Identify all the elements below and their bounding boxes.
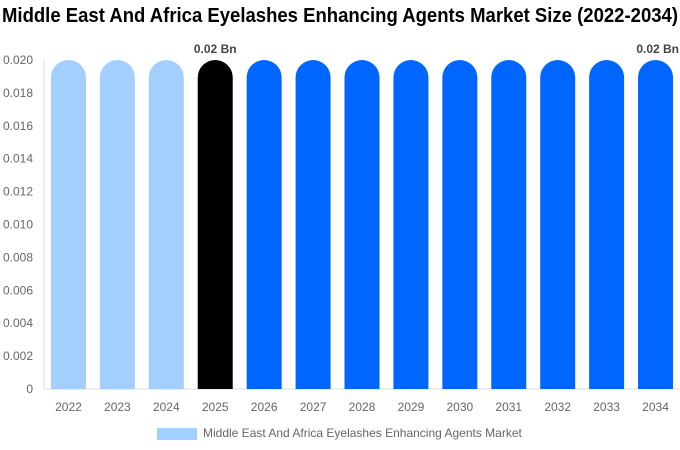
legend-swatch bbox=[157, 428, 197, 440]
legend-label: Middle East And Africa Eyelashes Enhanci… bbox=[203, 426, 523, 440]
x-tick-label: 2024 bbox=[153, 400, 180, 414]
bar-2029[interactable] bbox=[393, 59, 429, 389]
bar-2026[interactable] bbox=[246, 59, 282, 389]
bar-2024[interactable] bbox=[148, 59, 184, 389]
bar-2022[interactable] bbox=[50, 59, 86, 389]
y-tick-label: 0.020 bbox=[3, 53, 33, 67]
bar-2027[interactable] bbox=[295, 59, 331, 389]
x-axis: 2022 2023 2024 2025 2026 2027 2028 2029 2030 2031… bbox=[55, 400, 669, 414]
bar-2034[interactable] bbox=[638, 59, 674, 389]
x-tick-label: 2023 bbox=[104, 400, 131, 414]
y-tick-label: 0.002 bbox=[3, 349, 33, 363]
x-tick-label: 2028 bbox=[349, 400, 376, 414]
x-tick-label: 2025 bbox=[202, 400, 229, 414]
bars bbox=[50, 59, 674, 389]
legend[interactable]: Middle East And Africa Eyelashes Enhanci… bbox=[157, 426, 523, 440]
x-tick-label: 2033 bbox=[593, 400, 620, 414]
y-tick-label: 0.006 bbox=[3, 283, 33, 297]
y-axis: 0 0.002 0.004 0.006 0.008 0.010 0.012 0.014 0.01… bbox=[3, 53, 680, 396]
data-label-2034: 0.02 Bn bbox=[636, 42, 679, 56]
x-tick-label: 2027 bbox=[300, 400, 327, 414]
x-tick-label: 2032 bbox=[544, 400, 571, 414]
bar-2028[interactable] bbox=[344, 59, 380, 389]
x-tick-label: 2026 bbox=[251, 400, 278, 414]
y-tick-label: 0.016 bbox=[3, 119, 33, 133]
x-tick-label: 2029 bbox=[398, 400, 425, 414]
bar-2033[interactable] bbox=[589, 59, 625, 389]
bar-2030[interactable] bbox=[442, 59, 478, 389]
y-tick-label: 0.014 bbox=[3, 152, 33, 166]
bar-2025[interactable] bbox=[197, 59, 233, 389]
bar-2031[interactable] bbox=[491, 59, 527, 389]
y-tick-label: 0.004 bbox=[3, 316, 33, 330]
data-labels: 0.02 Bn 0.02 Bn bbox=[194, 42, 679, 56]
y-tick-label: 0 bbox=[26, 382, 33, 396]
x-tick-label: 2031 bbox=[495, 400, 522, 414]
y-tick-label: 0.012 bbox=[3, 185, 33, 199]
y-tick-label: 0.008 bbox=[3, 250, 33, 264]
chart-title: Middle East And Africa Eyelashes Enhanci… bbox=[2, 5, 678, 27]
bar-2023[interactable] bbox=[99, 59, 135, 389]
x-tick-label: 2022 bbox=[55, 400, 82, 414]
x-tick-label: 2030 bbox=[446, 400, 473, 414]
y-tick-label: 0.018 bbox=[3, 86, 33, 100]
x-tick-label: 2034 bbox=[642, 400, 669, 414]
y-tick-label: 0.010 bbox=[3, 218, 33, 232]
bar-2032[interactable] bbox=[540, 59, 576, 389]
data-label-2025: 0.02 Bn bbox=[194, 42, 237, 56]
